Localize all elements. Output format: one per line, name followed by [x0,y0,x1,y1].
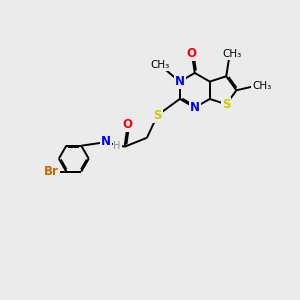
Text: O: O [122,118,133,131]
Text: Br: Br [44,165,59,178]
Text: CH₃: CH₃ [223,50,242,59]
Text: S: S [222,98,230,111]
Text: CH₃: CH₃ [252,81,272,91]
Text: S: S [153,109,162,122]
Text: O: O [187,47,197,60]
Text: N: N [190,101,200,114]
Text: H: H [113,141,121,151]
Text: CH₃: CH₃ [151,60,170,70]
Text: N: N [101,134,111,148]
Text: N: N [175,75,185,88]
